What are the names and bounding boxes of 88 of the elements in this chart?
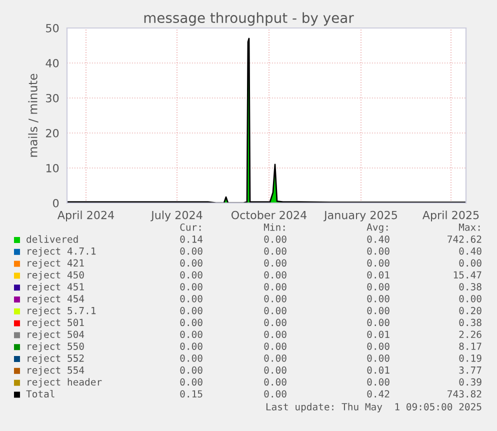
text: 0.00 — [264, 366, 286, 374]
text: 0.42 — [367, 390, 390, 398]
legend-label: reject 4.7.1 — [28, 247, 96, 257]
text: 0.00 — [264, 283, 286, 290]
legend-label: reject 554 — [28, 366, 84, 376]
y-tick-label: 40 — [46, 58, 59, 68]
text: 0.00 — [264, 330, 286, 338]
text: 743.82 — [448, 390, 482, 398]
text: 0.00 — [180, 247, 202, 255]
text: 0.00 — [180, 283, 202, 290]
legend-label: reject 5.7.1 — [28, 306, 96, 316]
text: 0.00 — [459, 294, 482, 302]
y-tick-label: 10 — [46, 164, 59, 172]
text: 0.38 — [459, 283, 482, 290]
legend-label: reject 552 — [28, 354, 84, 364]
text: 0.00 — [180, 294, 202, 302]
legend-label: delivered — [26, 235, 78, 243]
x-tick-label: July 2024 — [150, 210, 202, 222]
text: 2.26 — [459, 330, 482, 338]
x-tick-label: April 2024 — [57, 210, 114, 222]
text: 0.00 — [264, 306, 286, 314]
legend-label: reject 421 — [28, 259, 84, 269]
legend-label: reject 450 — [28, 271, 84, 280]
text: 0.00 — [264, 259, 286, 267]
text: 0.00 — [180, 354, 202, 362]
text: 0.00 — [367, 247, 390, 255]
legend-label: reject 501 — [28, 318, 84, 328]
y-tick-label: 50 — [46, 24, 59, 32]
text: 8.17 — [459, 342, 482, 350]
text: 0.01 — [367, 271, 390, 279]
text: 15.47 — [454, 271, 482, 279]
text: 0.00 — [180, 259, 202, 267]
text: 0.00 — [264, 271, 286, 279]
text: 0.00 — [264, 247, 286, 255]
text: 0.00 — [367, 259, 390, 267]
text: 0.00 — [459, 259, 482, 267]
text: 0.00 — [180, 330, 202, 338]
text: 0.00 — [264, 390, 286, 398]
text: 0.00 — [367, 354, 390, 362]
text: Last update: Thu May 1 09:05:00 2025 — [266, 402, 482, 412]
text: 0.19 — [459, 354, 482, 362]
text: Min: — [264, 223, 285, 231]
y-tick-label: 20 — [46, 128, 59, 138]
text: 0.38 — [459, 318, 482, 326]
legend-label: reject 504 — [28, 330, 84, 340]
text: 0.00 — [367, 306, 390, 314]
text: 3.77 — [459, 366, 482, 374]
legend-label: reject 451 — [28, 282, 84, 292]
x-tick-label: October 2024 — [231, 210, 307, 220]
x-tick-label: April 2025 — [422, 210, 479, 222]
text: Avg: — [366, 224, 388, 233]
text: 0.00 — [264, 342, 286, 350]
text: 0.14 — [180, 235, 203, 243]
legend-label: reject 454 — [28, 294, 84, 304]
text: 0.39 — [459, 378, 482, 386]
text: 0.00 — [180, 271, 202, 279]
text: 0.00 — [264, 318, 286, 326]
text: 0.15 — [180, 390, 202, 398]
text: 0.20 — [459, 306, 482, 314]
text: 0.00 — [367, 378, 390, 386]
text: 0.00 — [264, 235, 286, 243]
text: 0.40 — [459, 247, 482, 255]
text: 0.00 — [264, 294, 286, 302]
text: 0.00 — [367, 342, 390, 350]
text: 0.00 — [367, 283, 390, 290]
text: 742.62 — [448, 235, 482, 243]
text: 0.00 — [367, 318, 390, 326]
text: 0.00 — [180, 366, 202, 374]
text: Max: — [458, 224, 480, 231]
legend-label: Total — [26, 390, 54, 398]
text: 0.01 — [367, 330, 390, 338]
text: 0.00 — [180, 342, 202, 350]
text: 0.00 — [180, 306, 202, 314]
text: 0.00 — [367, 294, 390, 302]
text: 0.00 — [264, 378, 286, 386]
text: 0.40 — [367, 235, 390, 243]
chart-title: message throughput - by year — [144, 12, 354, 26]
text: 0.00 — [180, 318, 202, 326]
text: 0.00 — [180, 378, 202, 386]
y-tick-label: 30 — [46, 94, 59, 102]
legend-label: reject header — [28, 378, 102, 388]
x-tick-label: January 2025 — [323, 210, 397, 222]
text: Cur: — [180, 223, 201, 231]
legend-label: reject 550 — [28, 342, 84, 352]
y-tick-label: 0 — [53, 198, 59, 208]
y-axis-title: mails / minute — [28, 74, 38, 157]
text: 0.01 — [367, 366, 390, 374]
text: 0.00 — [264, 354, 286, 362]
